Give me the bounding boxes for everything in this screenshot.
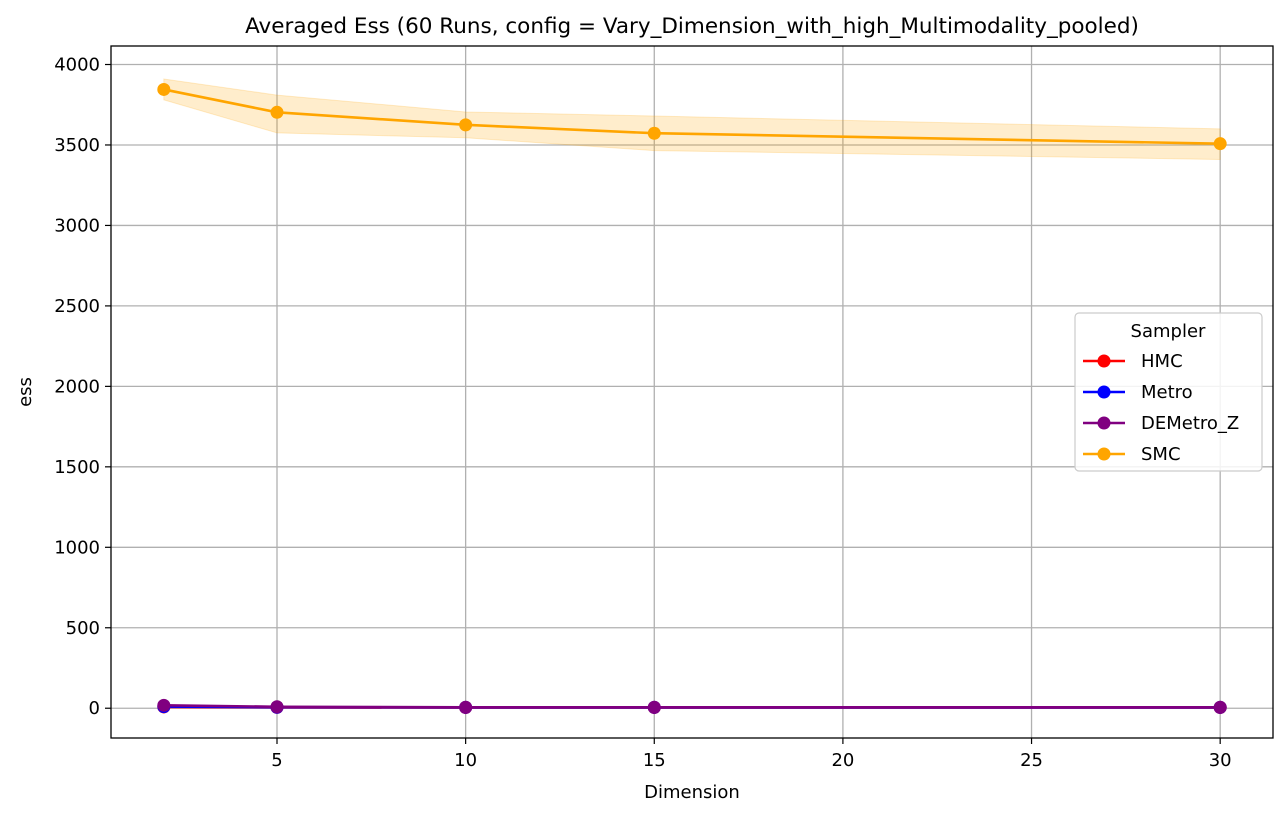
y-tick-label: 1500 [54,457,100,478]
legend-marker-metro [1097,385,1111,399]
axes-frame [110,45,1274,739]
point-smc [1213,137,1227,151]
legend-label-metro: Metro [1141,382,1193,403]
y-tick-label: 2500 [54,296,100,317]
x-axis-label: Dimension [644,782,740,803]
x-tick-label: 5 [271,750,282,771]
legend-title: Sampler [1131,321,1206,342]
y-tick-label: 500 [66,618,100,639]
y-tick-label: 2000 [54,376,100,397]
point-demetro-z [647,700,661,714]
legend-marker-demetro-z [1097,416,1111,430]
legend-items: HMC Metro DEMetro_Z SMC [1083,351,1239,465]
y-tick-label: 4000 [54,55,100,76]
x-tick-label: 10 [454,750,477,771]
y-tick-label: 1000 [54,537,100,558]
point-smc [270,105,284,119]
point-smc [157,82,171,96]
point-demetro-z [270,700,284,714]
series-points [157,82,1227,715]
point-smc [459,118,473,132]
y-tick-label: 3500 [54,135,100,156]
legend-label-demetro-z: DEMetro_Z [1141,413,1239,434]
point-demetro-z [459,700,473,714]
point-demetro-z [157,698,171,712]
legend-marker-smc [1097,447,1111,461]
y-axis-label: ess [15,377,36,407]
legend-box [1074,312,1263,472]
y-tick-label: 0 [89,698,100,719]
x-tick-label: 20 [831,750,854,771]
point-demetro-z [1213,700,1227,714]
legend-marker-hmc [1097,354,1111,368]
point-smc [647,126,661,140]
x-tick-label: 30 [1209,750,1232,771]
legend: Sampler HMC Metro DEMetro_Z SMC [1074,312,1263,472]
x-tick-label: 15 [643,750,666,771]
legend-label-hmc: HMC [1141,351,1183,372]
x-tick-label: 25 [1020,750,1043,771]
chart-title: Averaged Ess (60 Runs, config = Vary_Dim… [245,14,1139,39]
y-tick-label: 3000 [54,215,100,236]
y-axis-ticks: 0 500 1000 1500 2000 2500 3000 3500 4000 [54,55,111,719]
legend-label-smc: SMC [1141,444,1181,465]
x-axis-ticks: 5 10 15 20 25 30 [271,738,1232,771]
